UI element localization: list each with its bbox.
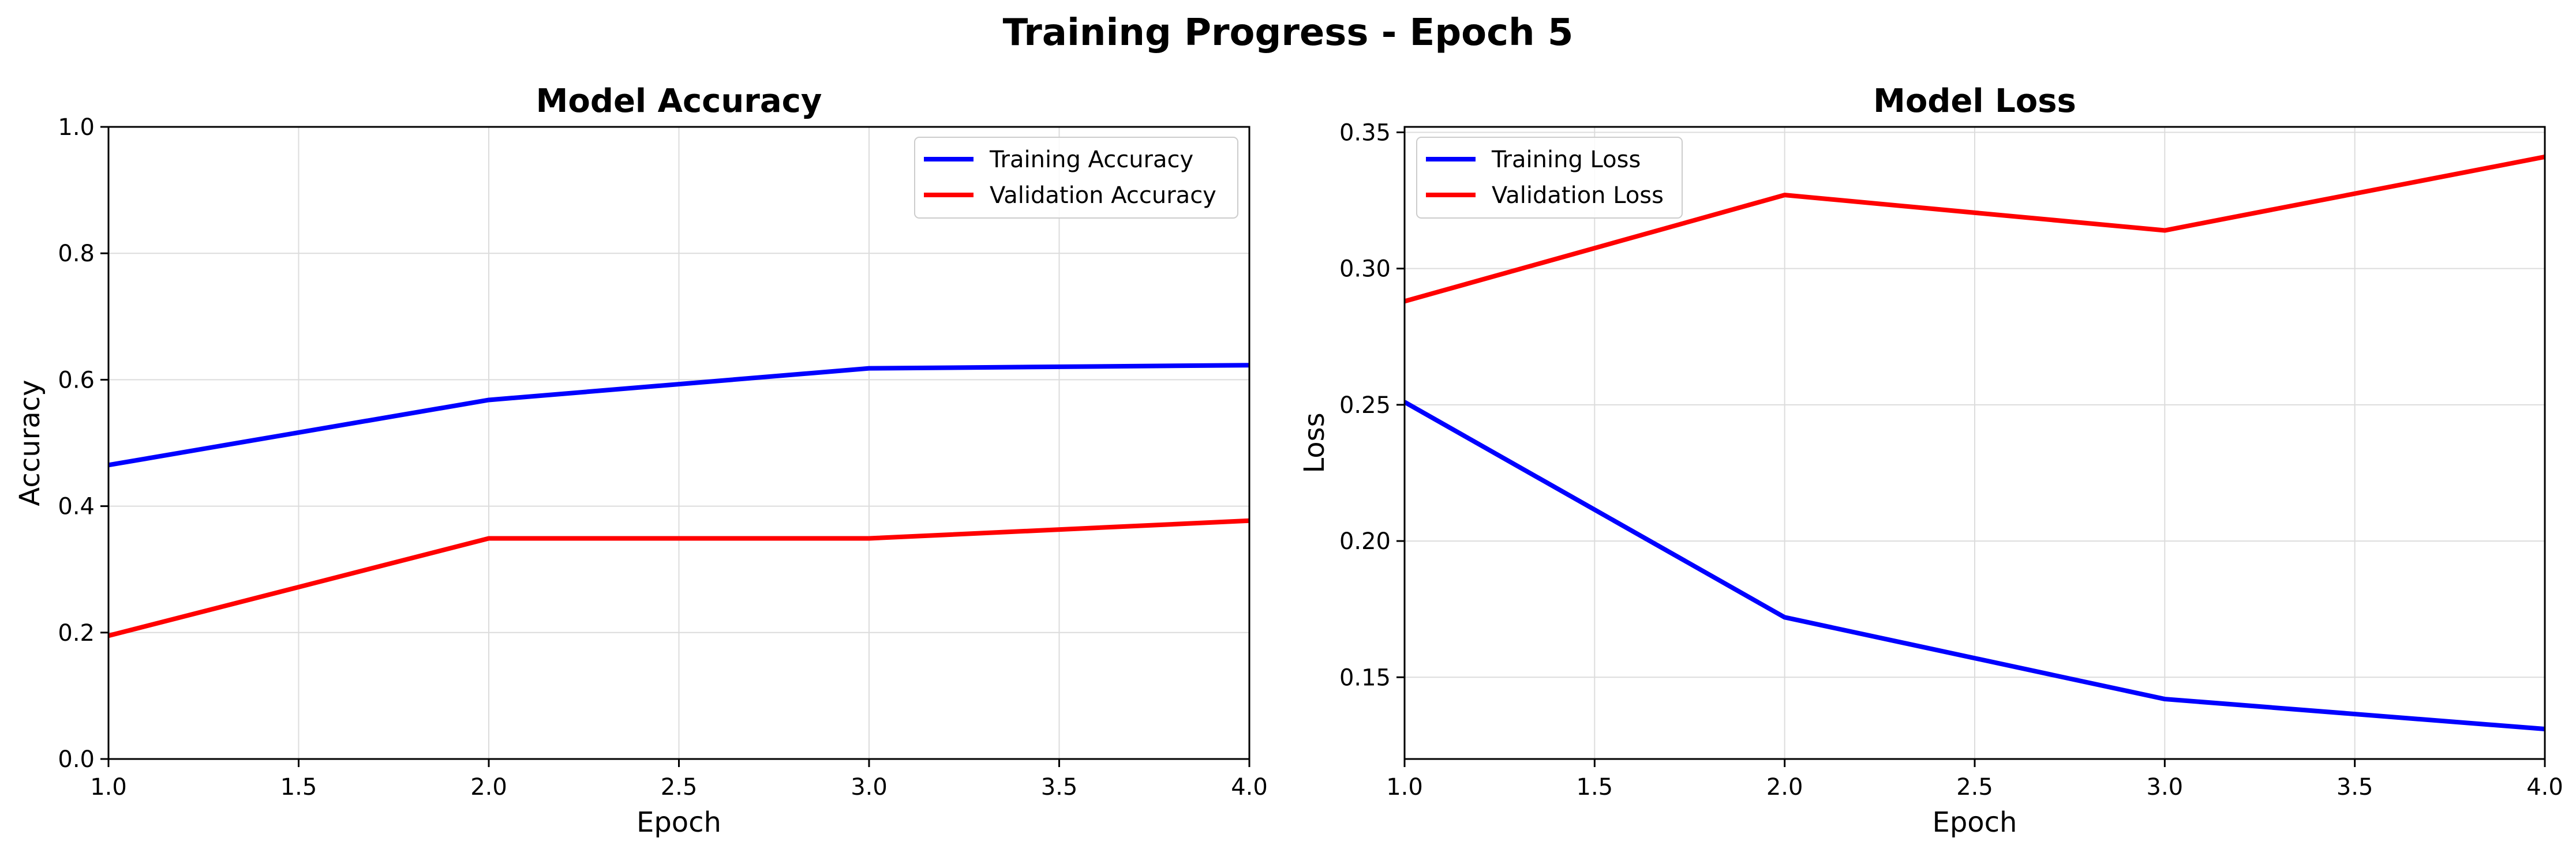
loss-series-line-1 bbox=[1403, 400, 2545, 732]
accuracy-legend-label-2: Validation Accuracy bbox=[990, 182, 1216, 209]
accuracy-chart-title: Model Accuracy bbox=[536, 82, 822, 120]
loss-x-tick-label: 1.5 bbox=[1577, 774, 1613, 801]
accuracy-x-tick-label: 1.5 bbox=[280, 774, 317, 801]
accuracy-legend-box bbox=[914, 137, 1238, 219]
loss-x-tick-label: 3.5 bbox=[2337, 774, 2373, 801]
loss-series-line-2 bbox=[1403, 155, 2545, 304]
accuracy-x-axis-label: Epoch bbox=[636, 806, 721, 839]
loss-y-axis-label: Loss bbox=[1298, 412, 1331, 473]
accuracy-x-tick-label: 4.0 bbox=[1231, 774, 1268, 801]
loss-x-tick-label: 1.0 bbox=[1386, 774, 1423, 801]
loss-y-tick-label: 0.30 bbox=[1339, 256, 1391, 283]
loss-chart-title: Model Loss bbox=[1873, 82, 2076, 120]
loss-legend-box bbox=[1416, 137, 1683, 219]
loss-y-tick-label: 0.15 bbox=[1339, 664, 1391, 691]
accuracy-series-line-1 bbox=[108, 363, 1250, 468]
loss-y-tick-label: 0.20 bbox=[1339, 528, 1391, 555]
accuracy-y-axis-label: Accuracy bbox=[14, 379, 46, 506]
accuracy-subplot: 1.0 1.5 2.0 2.5 3.0 3.5 4.0 0.0 0.2 0.4 0.6 0.8 1.0 M… bbox=[14, 82, 1268, 839]
accuracy-y-tick-label: 0.0 bbox=[58, 746, 95, 773]
loss-x-axis-label: Epoch bbox=[1933, 806, 2017, 839]
accuracy-y-tick-label: 1.0 bbox=[58, 114, 95, 141]
accuracy-legend-label-1: Training Accuracy bbox=[989, 146, 1193, 173]
accuracy-x-tick-label: 3.5 bbox=[1041, 774, 1078, 801]
accuracy-legend: Training Accuracy Validation Accuracy bbox=[914, 137, 1238, 219]
accuracy-y-tick-label: 0.4 bbox=[58, 494, 95, 520]
accuracy-series-line-2 bbox=[108, 518, 1250, 638]
loss-y-tick-label: 0.35 bbox=[1339, 119, 1391, 146]
accuracy-y-tick-label: 0.8 bbox=[58, 241, 95, 267]
accuracy-y-tick-label: 0.2 bbox=[58, 620, 95, 647]
loss-x-tick-label: 2.0 bbox=[1766, 774, 1803, 801]
accuracy-y-tick-label: 0.6 bbox=[58, 367, 95, 393]
accuracy-x-tick-label: 1.0 bbox=[90, 774, 127, 801]
loss-x-tick-label: 4.0 bbox=[2526, 774, 2563, 801]
loss-legend-label-2: Validation Loss bbox=[1492, 182, 1664, 209]
loss-x-tick-label: 2.5 bbox=[1956, 774, 1993, 801]
figure-title: Training Progress - Epoch 5 bbox=[1003, 12, 1574, 54]
loss-subplot: 1.0 1.5 2.0 2.5 3.0 3.5 4.0 0.15 0.20 0.25 0.30 0.3… bbox=[1298, 82, 2563, 839]
loss-legend: Training Loss Validation Loss bbox=[1416, 137, 1683, 219]
loss-x-tick-label: 3.0 bbox=[2147, 774, 2184, 801]
accuracy-x-tick-label: 3.0 bbox=[851, 774, 888, 801]
loss-y-tick-label: 0.25 bbox=[1339, 392, 1391, 419]
accuracy-x-tick-label: 2.5 bbox=[661, 774, 698, 801]
loss-legend-label-1: Training Loss bbox=[1491, 146, 1641, 173]
accuracy-x-tick-label: 2.0 bbox=[470, 774, 507, 801]
